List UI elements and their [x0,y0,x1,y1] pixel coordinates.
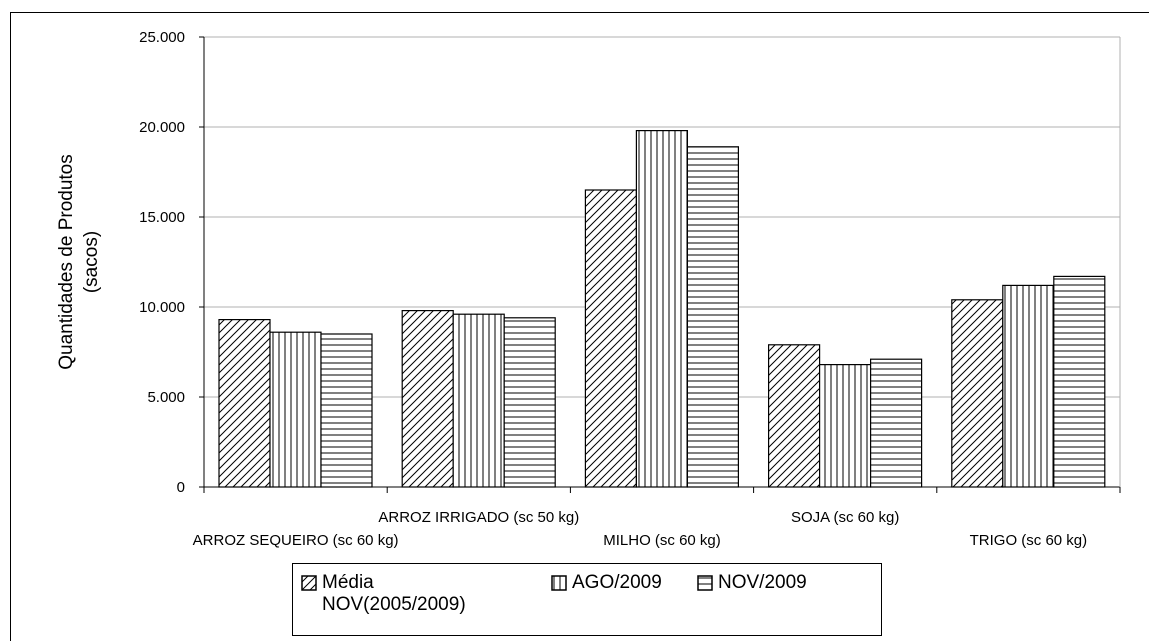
bar [951,299,1004,488]
y-tick-label: 10.000 [139,299,185,316]
bar [686,146,740,488]
x-tick-label: MILHO (sc 60 kg) [603,532,721,549]
legend-swatch [697,575,713,591]
legend-swatch-box [551,575,567,591]
legend-swatch-box [301,575,317,591]
y-tick-label: 20.000 [139,119,185,136]
frame [10,12,1149,641]
x-tick-label: ARROZ SEQUEIRO (sc 60 kg) [193,532,399,549]
legend-label: AGO/2009 [572,572,662,593]
legend-swatch-box [697,575,713,591]
legend-entry: Média NOV(2005/2009) [301,572,501,616]
legend: Média NOV(2005/2009) AGO/2009 NOV/2009 [292,563,882,636]
bar [818,364,872,488]
bar [503,317,556,488]
bar [584,189,638,488]
bar [401,310,454,488]
bar [218,319,271,488]
legend-label: NOV/2009 [718,572,807,593]
y-tick-label: 0 [177,479,185,496]
y-tick-label: 5.000 [147,389,185,406]
bar [869,358,923,488]
y-tick-label: 15.000 [139,209,185,226]
y-axis-title: Quantidades de Produtos [56,154,77,370]
y-axis-title: (sacos) [81,231,102,293]
legend-entry: AGO/2009 [551,572,662,594]
legend-swatch [301,575,317,591]
bar [1053,275,1106,488]
legend-entry: NOV/2009 [697,572,807,594]
bar [269,331,322,488]
legend-label: Média NOV(2005/2009) [322,572,466,615]
x-tick-label: TRIGO (sc 60 kg) [970,532,1088,549]
bar [635,130,689,488]
bar [452,313,505,488]
bar [1002,284,1055,488]
x-tick-label: SOJA (sc 60 kg) [791,509,899,526]
bar [320,333,373,488]
y-tick-label: 25.000 [139,29,185,46]
bar [767,344,821,488]
x-tick-label: ARROZ IRRIGADO (sc 50 kg) [378,509,579,526]
legend-swatch [551,575,567,591]
